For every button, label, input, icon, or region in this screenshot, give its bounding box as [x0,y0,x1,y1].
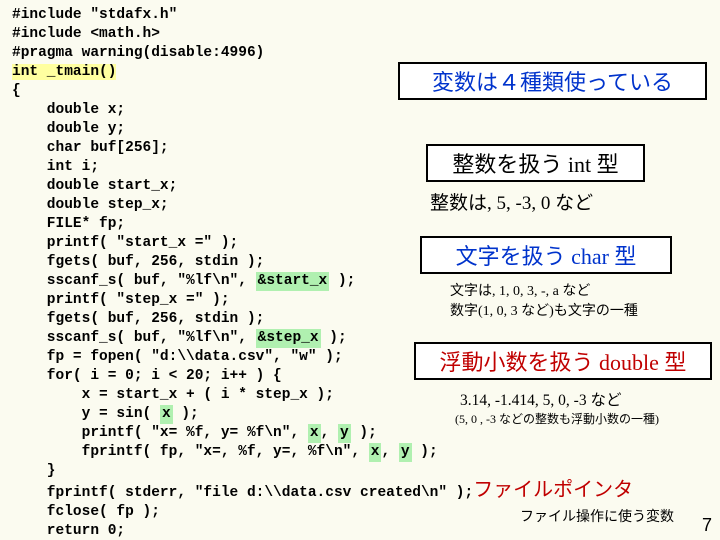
note-fp2: ファイル操作に使う変数 [520,506,674,526]
code-line: double x; [12,101,712,120]
code-line: fprintf( fp, "x=, %f, y=, %f\n", x, y ); [12,443,712,462]
note-char1: 文字は, 1, 0, 3, -, a など [450,280,590,300]
note-char2: 数字(1, 0, 3 など)も文字の一種 [450,300,638,320]
highlight: &start_x [256,272,330,291]
highlight: int _tmain() [12,64,116,80]
code-line: double y; [12,120,712,139]
code-line: FILE* fp; [12,215,712,234]
code-line: fprintf( stderr, "file d:\\data.csv crea… [12,481,712,503]
callout-variables: 変数は４種類使っている [398,62,707,100]
slide: #include "stdafx.h" #include <math.h> #p… [0,0,720,540]
code-line: double step_x; [12,196,712,215]
callout-char: 文字を扱う char 型 [420,236,672,274]
highlight: &step_x [256,329,321,348]
code-line: sscanf_s( buf, "%lf\n", &start_x ); [12,272,712,291]
callout-int: 整数を扱う int 型 [426,144,645,182]
slide-number: 7 [702,515,712,536]
note-int: 整数は, 5, -3, 0 など [430,188,593,215]
note-double2: (5, 0 , -3 などの整数も浮動小数の一種) [455,410,659,427]
note-double1: 3.14, -1.414, 5, 0, -3 など [460,388,621,410]
code-line: #pragma warning(disable:4996) [12,44,712,63]
callout-double: 浮動小数を扱う double 型 [414,342,712,380]
highlight: x [160,405,173,424]
code-line: #include <math.h> [12,25,712,44]
code-line: #include "stdafx.h" [12,6,712,25]
annotation-file-pointer: ファイルポインタ [473,479,633,501]
